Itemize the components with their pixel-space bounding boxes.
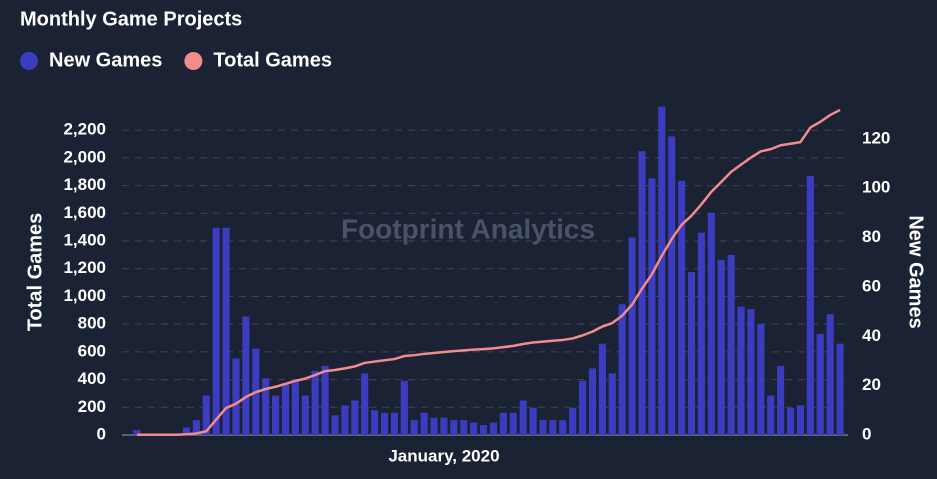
bar	[499, 412, 507, 435]
bar	[796, 405, 805, 435]
bar	[786, 407, 795, 435]
y-tick-label: 1,200	[63, 258, 106, 277]
bar	[668, 136, 676, 435]
bar	[331, 415, 339, 435]
bar	[272, 395, 280, 435]
bar	[460, 420, 468, 435]
y-tick-label: 800	[78, 314, 106, 333]
y-tick-label: 2,200	[63, 120, 106, 139]
watermark: Footprint Analytics	[341, 213, 595, 244]
bar	[133, 430, 141, 435]
bar	[361, 373, 369, 435]
bar	[420, 412, 428, 435]
y-tick-label: 1,600	[63, 203, 106, 222]
bar	[598, 343, 606, 435]
bar	[242, 316, 250, 435]
bar	[608, 373, 616, 435]
bar	[390, 412, 398, 435]
y-tick-label: 0	[97, 424, 106, 443]
y-tick-label: 1,400	[63, 231, 106, 250]
legend-marker	[20, 52, 38, 70]
chart-title: Monthly Game Projects	[20, 8, 242, 30]
bar	[281, 383, 290, 435]
bar	[470, 422, 478, 435]
bar	[509, 412, 517, 435]
bar	[529, 407, 537, 435]
bar	[341, 405, 349, 435]
bar	[618, 304, 626, 435]
y-axis-title: Total Games	[24, 213, 46, 332]
bar	[678, 180, 686, 435]
bar	[192, 420, 200, 435]
bar	[727, 254, 735, 435]
bar	[777, 365, 785, 435]
bar	[767, 395, 775, 435]
bar	[311, 370, 319, 435]
legend-label: New Games	[49, 49, 162, 71]
bar	[569, 407, 577, 435]
y-tick-label: 1,000	[63, 286, 106, 305]
bar	[440, 417, 448, 435]
y2-tick-label: 0	[862, 424, 871, 443]
bar	[717, 259, 725, 435]
legend-marker	[184, 52, 203, 70]
bar	[202, 395, 210, 435]
bar	[638, 151, 646, 436]
y2-tick-label: 40	[862, 326, 881, 345]
bar	[400, 380, 408, 435]
bar	[826, 314, 834, 435]
bar	[291, 380, 299, 435]
bar	[549, 420, 557, 435]
bar	[806, 175, 814, 435]
bar	[262, 378, 270, 435]
bar	[351, 400, 359, 435]
bar	[301, 395, 309, 435]
bar	[687, 272, 696, 435]
bar	[559, 420, 567, 435]
bar	[410, 420, 418, 435]
y2-axis-title: New Games	[905, 215, 927, 328]
bar	[519, 400, 527, 435]
y-tick-label: 600	[78, 341, 106, 360]
bar	[697, 232, 705, 435]
bar	[321, 365, 329, 435]
bar	[222, 227, 230, 435]
bar	[747, 309, 755, 435]
y-tick-label: 200	[78, 397, 106, 416]
bar	[430, 417, 438, 435]
bar	[182, 427, 191, 435]
y2-tick-label: 100	[862, 178, 890, 197]
bar	[757, 323, 765, 435]
bar	[380, 412, 389, 435]
bar	[836, 343, 844, 435]
y-tick-label: 2,000	[63, 147, 106, 166]
x-tick-label: January, 2020	[388, 446, 499, 465]
bar	[371, 410, 379, 435]
bar	[816, 333, 824, 435]
bar	[648, 178, 656, 435]
bar	[707, 212, 715, 435]
legend-label: Total Games	[213, 49, 332, 71]
y2-tick-label: 120	[862, 128, 890, 147]
bar	[479, 425, 488, 435]
y2-tick-label: 80	[862, 227, 881, 246]
bar	[212, 227, 220, 435]
bar	[628, 237, 636, 435]
y-tick-label: 1,800	[63, 175, 106, 194]
bar	[579, 380, 587, 435]
y2-tick-label: 20	[862, 375, 881, 394]
y-tick-label: 400	[78, 369, 106, 388]
y2-tick-label: 60	[862, 276, 881, 295]
bar	[539, 420, 547, 435]
bar	[450, 420, 458, 435]
bar	[489, 422, 498, 435]
bar	[658, 106, 666, 435]
bar	[588, 368, 597, 435]
line	[136, 108, 841, 436]
bar	[737, 306, 745, 435]
bar	[232, 358, 240, 435]
